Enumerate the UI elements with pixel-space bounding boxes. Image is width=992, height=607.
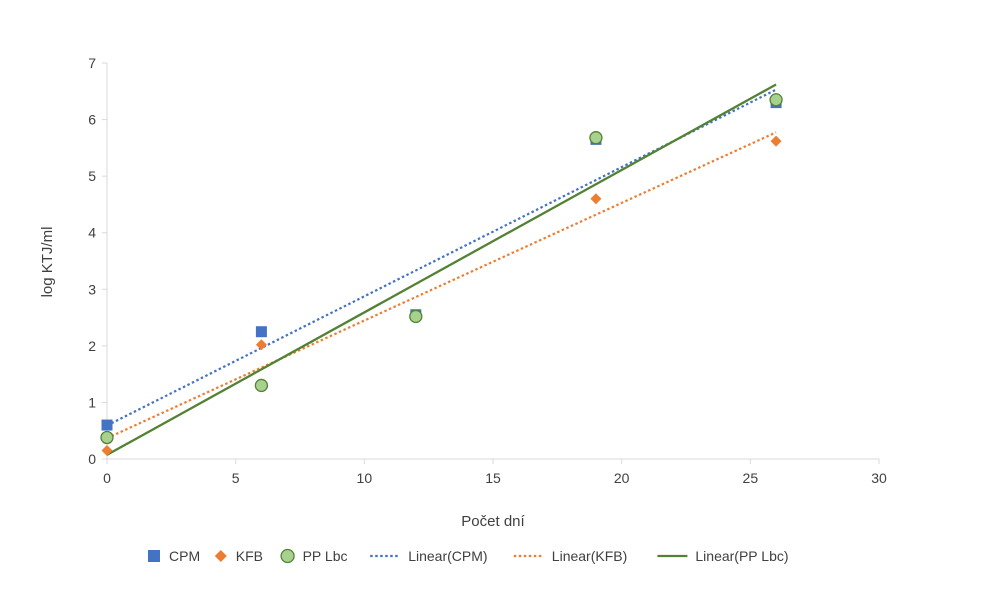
legend: CPM KFB PP Lbc Linear(CPM) Linear(KFB) Linear… xyxy=(148,548,789,564)
x-axis-title: Počet dní xyxy=(461,513,525,530)
pp-lbc-point xyxy=(254,378,269,393)
legend-item: CPM xyxy=(148,548,200,564)
trendline-pp-lbc xyxy=(106,83,777,456)
legend-label: Linear(KFB) xyxy=(552,548,627,564)
legend-item: KFB xyxy=(214,548,263,564)
cpm-point xyxy=(101,419,113,431)
legend-symbol-cpm xyxy=(148,550,160,562)
kfb-point xyxy=(770,135,782,147)
pp-lbc-point xyxy=(100,430,114,445)
x-tick-label: 5 xyxy=(232,470,240,486)
y-axis-title: log KTJ/ml xyxy=(39,227,56,298)
y-tick-label: 3 xyxy=(88,281,96,297)
y-tick-label: 7 xyxy=(88,55,96,71)
y-tick-label: 1 xyxy=(88,394,96,410)
legend-item: Linear(CPM) xyxy=(370,548,488,564)
kfb-point xyxy=(101,445,113,457)
legend-label: Linear(CPM) xyxy=(408,548,487,564)
legend-label: CPM xyxy=(169,548,200,564)
cpm-point xyxy=(255,326,267,338)
pp-lbc-point xyxy=(769,93,783,107)
x-tick-label: 25 xyxy=(743,470,759,486)
x-tick-label: 10 xyxy=(357,470,373,486)
pp-lbc-point xyxy=(589,131,603,145)
legend-item: Linear(PP Lbc) xyxy=(657,548,789,564)
y-tick-label: 5 xyxy=(88,168,96,184)
legend-label: KFB xyxy=(236,548,263,564)
trendlines xyxy=(106,83,777,456)
y-tick-label: 2 xyxy=(88,338,96,354)
x-tick-label: 20 xyxy=(614,470,630,486)
legend-item: Linear(KFB) xyxy=(513,548,627,564)
legend-symbol-kfb xyxy=(214,550,227,562)
legend-label: Linear(PP Lbc) xyxy=(695,548,788,564)
data-markers xyxy=(100,93,783,457)
x-tick-label: 30 xyxy=(871,470,887,486)
x-tick-label: 15 xyxy=(485,470,501,486)
y-tick-label: 0 xyxy=(88,451,96,467)
y-tick-label: 4 xyxy=(88,225,96,241)
trendline-kfb xyxy=(106,131,777,440)
legend-label: PP Lbc xyxy=(303,548,348,564)
y-tick-label: 6 xyxy=(88,112,96,128)
pp-lbc-point xyxy=(409,309,423,324)
legend-item: PP Lbc xyxy=(280,548,348,564)
axes: 0 5 10 15 20 25 30 0 1 2 3 4 5 6 7 xyxy=(88,55,887,486)
kfb-point xyxy=(255,339,267,351)
legend-symbol-pp-lbc xyxy=(280,548,295,564)
x-tick-label: 0 xyxy=(103,470,111,486)
kfb-point xyxy=(590,193,602,205)
